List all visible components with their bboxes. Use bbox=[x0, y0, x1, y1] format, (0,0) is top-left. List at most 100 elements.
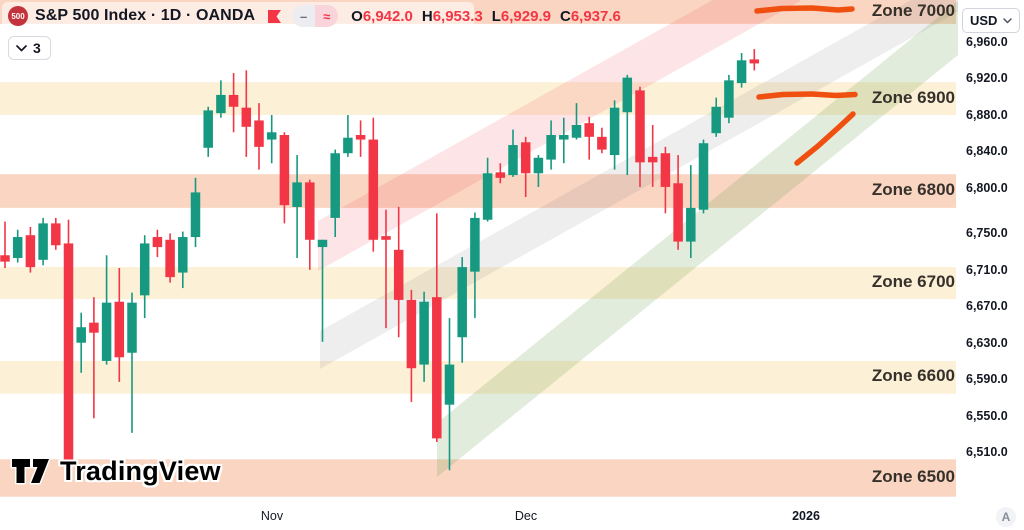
candle bbox=[241, 70, 252, 157]
candle bbox=[343, 114, 353, 157]
candle bbox=[38, 217, 48, 266]
price-tick-label: 6,920.0 bbox=[966, 71, 1008, 86]
candle bbox=[647, 124, 658, 187]
zone-bands-layer bbox=[0, 0, 956, 497]
zone-7000-marker[interactable] bbox=[754, 5, 855, 14]
candle bbox=[63, 219, 74, 467]
candle bbox=[686, 165, 696, 258]
candle bbox=[114, 268, 125, 382]
price-tick-label: 6,840.0 bbox=[966, 144, 1008, 159]
price-tick-label: 6,670.0 bbox=[966, 299, 1008, 314]
candle bbox=[190, 177, 201, 248]
candle bbox=[698, 139, 709, 214]
candle bbox=[432, 213, 442, 443]
candle bbox=[203, 106, 213, 157]
low-label: L bbox=[491, 7, 501, 25]
upper-channel-pink[interactable] bbox=[318, 0, 800, 271]
candle bbox=[101, 255, 112, 365]
high-value: 6,953.3 bbox=[432, 7, 483, 25]
annotation-strokes-layer bbox=[754, 5, 858, 166]
zone-label[interactable]: Zone 7000 bbox=[871, 0, 955, 20]
zone-label[interactable]: Zone 6600 bbox=[871, 366, 955, 386]
close-value: 6,937.6 bbox=[570, 7, 621, 25]
candle bbox=[406, 289, 417, 402]
candle bbox=[317, 239, 328, 342]
candle bbox=[292, 155, 302, 258]
legend-backdrop bbox=[2, 2, 474, 30]
trend-arrow-marker[interactable] bbox=[794, 111, 856, 166]
candle bbox=[12, 229, 23, 263]
candle bbox=[660, 146, 671, 214]
price-tick-label: 6,510.0 bbox=[966, 444, 1008, 459]
price-chart[interactable] bbox=[0, 0, 958, 505]
candle bbox=[622, 74, 633, 176]
candle bbox=[254, 103, 264, 170]
candle bbox=[165, 233, 175, 283]
price-tick-label: 6,880.0 bbox=[966, 107, 1008, 122]
candle bbox=[393, 206, 404, 338]
zone-band[interactable] bbox=[0, 267, 956, 299]
candle bbox=[216, 80, 226, 118]
time-tick-label: Dec bbox=[514, 509, 538, 523]
price-axis[interactable]: USD 6,960.0 6,920.0 6,880.0 6,840.0 6,800.0 6… bbox=[958, 0, 1024, 505]
chevron-down-icon bbox=[16, 44, 27, 51]
symbol-legend: 500 S&P 500 Index · 1D · OANDA – ≈ O6,94… bbox=[8, 5, 621, 27]
price-tick-label: 6,550.0 bbox=[966, 408, 1008, 423]
zone-band[interactable] bbox=[0, 360, 956, 394]
candle bbox=[584, 116, 594, 160]
price-tick-label: 6,710.0 bbox=[966, 262, 1008, 277]
candle bbox=[482, 157, 493, 222]
candle bbox=[305, 179, 315, 270]
close-label: C bbox=[559, 7, 571, 25]
minus-toggle-icon[interactable]: – bbox=[292, 5, 316, 27]
candle bbox=[533, 155, 544, 187]
price-tick-label: 6,750.0 bbox=[966, 226, 1008, 241]
candle bbox=[178, 231, 188, 289]
indicators-collapse-button[interactable]: 3 bbox=[8, 36, 51, 60]
zone-label[interactable]: Zone 6900 bbox=[871, 87, 955, 107]
zone-band[interactable] bbox=[0, 459, 956, 497]
candle bbox=[571, 103, 582, 140]
time-axis[interactable]: Nov Dec 2026 bbox=[0, 505, 1024, 530]
candle bbox=[127, 292, 137, 433]
candle bbox=[470, 212, 480, 319]
candle bbox=[279, 132, 290, 224]
candle bbox=[0, 221, 10, 269]
candle bbox=[635, 86, 645, 187]
zone-label[interactable]: Zone 6700 bbox=[871, 272, 955, 292]
candle bbox=[609, 100, 620, 170]
flag-icon[interactable] bbox=[266, 8, 283, 25]
axis-auto-button[interactable]: A bbox=[996, 507, 1016, 527]
candle bbox=[546, 120, 556, 170]
candle bbox=[381, 209, 391, 329]
sp500-logo-icon: 500 bbox=[8, 6, 28, 26]
currency-selector[interactable]: USD bbox=[962, 8, 1020, 33]
symbol-title[interactable]: S&P 500 Index · 1D · OANDA bbox=[35, 7, 256, 24]
candle bbox=[736, 53, 747, 88]
zone-band[interactable] bbox=[0, 82, 956, 115]
legend-visibility-toggles: – ≈ bbox=[292, 5, 339, 27]
time-tick-label: 2026 bbox=[792, 509, 820, 523]
candle bbox=[330, 149, 340, 238]
price-tick-label: 6,960.0 bbox=[966, 35, 1008, 49]
candle bbox=[139, 235, 150, 319]
candle bbox=[51, 217, 61, 250]
time-tick-label: Nov bbox=[260, 509, 284, 523]
ohlc-readout: O6,942.0 H6,953.3 L6,929.9 C6,937.6 bbox=[351, 8, 621, 25]
candle bbox=[266, 114, 277, 164]
candle bbox=[89, 297, 99, 419]
tradingview-logo-icon bbox=[10, 457, 51, 485]
zone-band[interactable] bbox=[0, 174, 956, 208]
zone-6900-marker[interactable] bbox=[756, 91, 858, 100]
open-value: 6,942.0 bbox=[362, 7, 413, 25]
candle bbox=[355, 120, 366, 157]
candle bbox=[457, 257, 467, 363]
price-tick-label: 6,800.0 bbox=[966, 180, 1008, 195]
zone-label[interactable]: Zone 6800 bbox=[871, 180, 955, 200]
lower-channel-green[interactable] bbox=[437, 0, 958, 477]
zone-label[interactable]: Zone 6500 bbox=[871, 467, 955, 486]
candle bbox=[673, 155, 683, 250]
candle bbox=[711, 97, 721, 137]
approx-toggle-icon[interactable]: ≈ bbox=[315, 5, 339, 27]
tradingview-watermark: TradingView bbox=[10, 455, 221, 487]
